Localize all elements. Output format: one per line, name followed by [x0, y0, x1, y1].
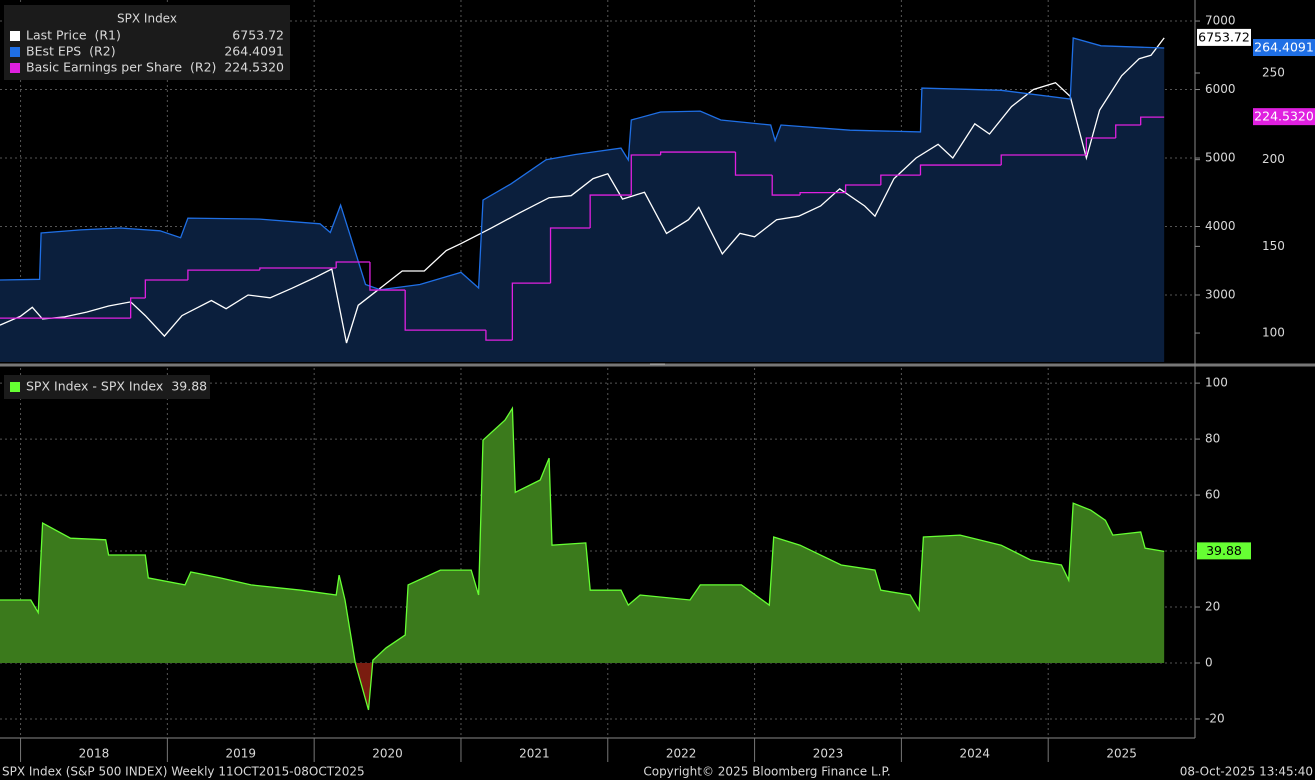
x-tick-label: 2024	[960, 747, 991, 761]
x-tick-label: 2018	[79, 747, 110, 761]
step-segment	[1000, 154, 1087, 166]
legend-value: 39.88	[171, 379, 207, 394]
legend-value: 224.5320	[224, 60, 284, 75]
legend-swatch	[10, 382, 20, 392]
y-tick-label: 4000	[1205, 219, 1236, 233]
step-segment	[549, 227, 591, 284]
x-tick-label: 2023	[813, 747, 844, 761]
line	[0, 406, 1165, 711]
step-segment	[335, 261, 370, 269]
footer-right: 08-Oct-2025 13:45:40	[1180, 765, 1313, 779]
legend-title: SPX Index	[117, 12, 177, 26]
x-tick-label: 2025	[1106, 747, 1137, 761]
axis-layer: 300040005000600070001001502002506753.722…	[20, 14, 1315, 762]
step-segment	[630, 154, 661, 196]
legend-swatch	[10, 31, 20, 41]
step-segment	[734, 152, 773, 176]
step-segment	[130, 297, 146, 319]
step-segment	[369, 261, 406, 291]
x-tick-label: 2022	[666, 747, 697, 761]
line	[0, 37, 1165, 291]
legend: SPX Index Last Price (R1) 6753.72 BEst EPS…	[4, 5, 290, 80]
area	[0, 38, 1165, 362]
step-segment	[1115, 124, 1141, 139]
legend-box	[4, 5, 290, 80]
y2-tick-label: 100	[1262, 326, 1285, 340]
y2-tick-label: 150	[1262, 239, 1285, 253]
y-tick-label: 5000	[1205, 151, 1236, 165]
y-tick-label: -20	[1205, 711, 1225, 725]
y-tick-label: 7000	[1205, 14, 1236, 28]
legend-label: Basic Earnings per Share (R2)	[26, 60, 216, 75]
legend-swatch	[10, 63, 20, 73]
y-tick-label: 6000	[1205, 82, 1236, 96]
y2-tick-label: 250	[1262, 65, 1285, 79]
last-value-label: 39.88	[1206, 543, 1242, 558]
step-segment	[844, 184, 881, 193]
step-segment	[919, 164, 1002, 176]
step-segment	[799, 191, 846, 196]
legend-value: 264.4091	[224, 44, 284, 59]
legend: SPX Index - SPX Index 39.88	[4, 375, 210, 399]
x-tick-label: 2019	[225, 747, 256, 761]
step-segment	[259, 267, 337, 271]
y-tick-label: 100	[1205, 376, 1228, 390]
legend-value: 6753.72	[232, 28, 284, 43]
step-segment	[880, 174, 921, 185]
legend-label: SPX Index - SPX Index	[26, 379, 163, 394]
y-tick-label: 0	[1205, 655, 1213, 669]
y-tick-label: 80	[1205, 432, 1220, 446]
y-tick-label: 20	[1205, 600, 1220, 614]
last-value-tag	[1253, 108, 1315, 126]
x-tick-label: 2021	[519, 747, 550, 761]
footer-left: SPX Index (S&P 500 INDEX) Weekly 11OCT20…	[2, 765, 365, 779]
line	[0, 37, 1165, 344]
last-value-tag	[1197, 542, 1251, 560]
step-segment	[1140, 116, 1165, 126]
y2-tick-label: 200	[1262, 152, 1285, 166]
footer-center: Copyright© 2025 Bloomberg Finance L.P.	[643, 765, 890, 779]
legend-swatch	[10, 47, 20, 57]
step-segment	[589, 194, 632, 228]
step-segment	[144, 279, 188, 299]
x-tick-label: 2020	[372, 747, 403, 761]
last-value-tag	[1253, 39, 1315, 57]
last-value-label: 264.4091	[1254, 40, 1314, 55]
step-segment	[511, 282, 551, 341]
step-segment	[404, 290, 486, 331]
step-segment	[485, 330, 513, 341]
last-value-label: 6753.72	[1198, 29, 1250, 44]
last-value-label: 224.5320	[1254, 109, 1314, 124]
step-segment	[659, 151, 736, 155]
legend-label: Last Price (R1)	[26, 28, 121, 43]
step-segment	[1085, 137, 1116, 155]
step-segment	[187, 269, 260, 280]
legend-label: BEst EPS (R2)	[26, 44, 116, 59]
legend-box	[4, 375, 210, 399]
last-value-tag	[1197, 28, 1251, 46]
area-negative	[355, 662, 373, 710]
area-positive	[0, 408, 1165, 663]
step-segment	[771, 175, 801, 196]
plot-layer	[0, 37, 1165, 711]
y-tick-label: 3000	[1205, 288, 1236, 302]
y-tick-label: 60	[1205, 488, 1220, 502]
